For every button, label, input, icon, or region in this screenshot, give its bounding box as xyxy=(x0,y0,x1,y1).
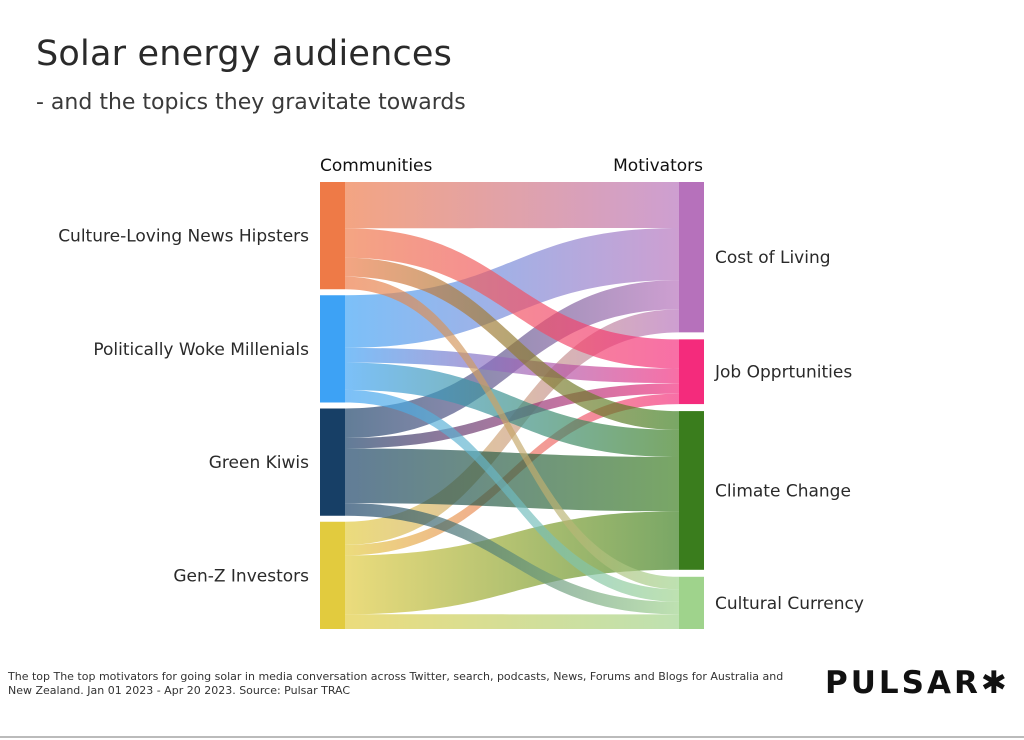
target-label-climate-change: Climate Change xyxy=(715,481,851,501)
sankey-chart: Culture-Loving News Hipsters Politically … xyxy=(58,156,864,629)
footnote: The top The top motivators for going sol… xyxy=(8,670,784,697)
link-green-kiwis-to-cultural-currency xyxy=(345,503,679,615)
sankey-nodes xyxy=(320,182,704,629)
motivators-header: Motivators xyxy=(613,156,703,176)
page-subtitle: - and the topics they gravitate towards xyxy=(36,90,466,115)
link-politically-woke-millenials-to-climate-change xyxy=(345,362,679,458)
link-culture-loving-news-hipsters-to-cost-of-living xyxy=(345,182,679,229)
link-gen-z-investors-to-cultural-currency xyxy=(345,614,679,629)
link-politically-woke-millenials-to-cultural-currency xyxy=(345,389,679,602)
target-node-climate-change xyxy=(679,411,704,570)
sankey-links xyxy=(345,182,679,629)
target-node-job-opprtunities xyxy=(679,339,704,405)
page-title: Solar energy audiences xyxy=(36,34,453,74)
source-node-culture-loving-news-hipsters xyxy=(320,182,345,290)
source-node-green-kiwis xyxy=(320,408,345,516)
communities-header: Communities xyxy=(320,156,433,176)
source-label-gen-z-investors: Gen-Z Investors xyxy=(173,566,309,586)
source-label-green-kiwis: Green Kiwis xyxy=(209,453,309,473)
source-label-culture-loving-news-hipsters: Culture-Loving News Hipsters xyxy=(58,227,309,247)
target-label-cultural-currency: Cultural Currency xyxy=(715,594,864,614)
source-node-politically-woke-millenials xyxy=(320,295,345,403)
target-label-cost-of-living: Cost of Living xyxy=(715,248,831,268)
sankey-labels: Culture-Loving News Hipsters Politically … xyxy=(58,227,864,614)
link-culture-loving-news-hipsters-to-job-opprtunities xyxy=(345,228,679,369)
source-label-politically-woke-millenials: Politically Woke Millenials xyxy=(93,340,309,360)
target-label-job-opprtunities: Job Opprtunities xyxy=(714,363,852,383)
link-culture-loving-news-hipsters-to-cultural-currency xyxy=(345,276,679,590)
target-node-cultural-currency xyxy=(679,576,704,629)
link-green-kiwis-to-climate-change xyxy=(345,448,679,512)
source-node-gen-z-investors xyxy=(320,521,345,629)
target-node-cost-of-living xyxy=(679,182,704,333)
link-culture-loving-news-hipsters-to-climate-change xyxy=(345,257,679,430)
link-politically-woke-millenials-to-job-opprtunities xyxy=(345,347,679,384)
pulsar-logo: PULSAR✱ xyxy=(825,665,1010,701)
bottom-divider xyxy=(0,736,1024,738)
